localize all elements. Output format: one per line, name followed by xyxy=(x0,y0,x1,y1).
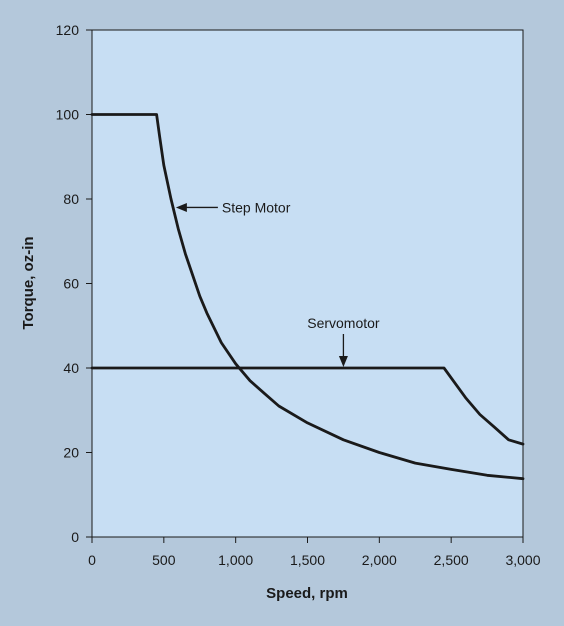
x-tick-label: 0 xyxy=(88,552,96,568)
x-tick-label: 3,000 xyxy=(505,552,540,568)
x-tick-label: 1,500 xyxy=(290,552,325,568)
annotation-arrowhead xyxy=(175,202,187,212)
x-tick-label: 500 xyxy=(152,552,176,568)
x-tick-label: 2,500 xyxy=(434,552,469,568)
y-tick-label: 100 xyxy=(56,107,80,123)
servomotor-annotation-label: Servomotor xyxy=(307,315,380,331)
x-tick-label: 2,000 xyxy=(362,552,397,568)
plot-area xyxy=(91,29,524,538)
y-tick-label: 60 xyxy=(63,276,79,292)
y-tick-label: 20 xyxy=(63,445,79,461)
series-layer xyxy=(90,113,525,481)
y-tick-label: 80 xyxy=(63,191,79,207)
x-tick-label: 1,000 xyxy=(218,552,253,568)
annotation-arrowhead xyxy=(338,356,348,367)
y-tick-label: 40 xyxy=(63,360,79,376)
step-motor-annotation-label: Step Motor xyxy=(222,199,291,215)
annotation-layer: Step Motor Servomotor xyxy=(175,199,380,367)
y-axis-label: Torque, oz-in xyxy=(20,236,37,329)
x-axis-label: Speed, rpm xyxy=(266,585,348,602)
axes-group: 0 500 1,000 1,500 2,000 2,500 3,000 0 20 40 60 80 10… xyxy=(56,22,541,568)
servomotor-line xyxy=(90,366,525,446)
step-motor-line xyxy=(90,113,525,481)
y-tick-label: 120 xyxy=(56,22,80,38)
y-tick-label: 0 xyxy=(71,529,79,545)
